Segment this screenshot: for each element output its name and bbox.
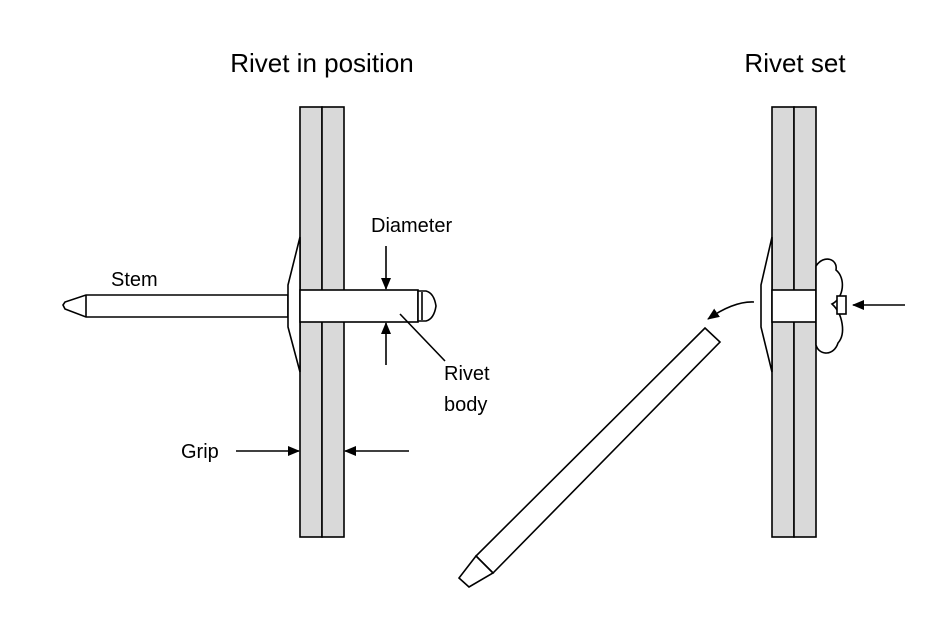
- broken-stem-body: [474, 326, 722, 575]
- set-stem-stub: [836, 295, 847, 315]
- stem: [62, 294, 289, 318]
- diameter-label: Diameter: [371, 215, 452, 237]
- right-assembly: [760, 106, 905, 538]
- title-rivet-set: Rivet set: [744, 48, 846, 78]
- stem-label: Stem: [111, 269, 158, 291]
- rivet-head: [287, 236, 301, 373]
- set-rivet-head: [760, 236, 773, 373]
- rivet-tail: [417, 290, 437, 322]
- rivet-body-label-line1: Rivet: [444, 363, 490, 385]
- broken-stem: [457, 301, 755, 588]
- rivet-body-label-line2: body: [444, 394, 487, 416]
- rivet-body: [299, 289, 419, 323]
- curved-arrow: [707, 301, 755, 320]
- title-rivet-in-position: Rivet in position: [230, 48, 414, 78]
- grip-label: Grip: [181, 441, 219, 463]
- set-rivet-bulge: [815, 258, 844, 354]
- rivet-body-leader: [399, 313, 446, 362]
- left-assembly: Stem Diameter Rivet body Grip: [62, 106, 490, 538]
- broken-stem-tip: [457, 554, 495, 588]
- set-rivet-body: [771, 289, 817, 323]
